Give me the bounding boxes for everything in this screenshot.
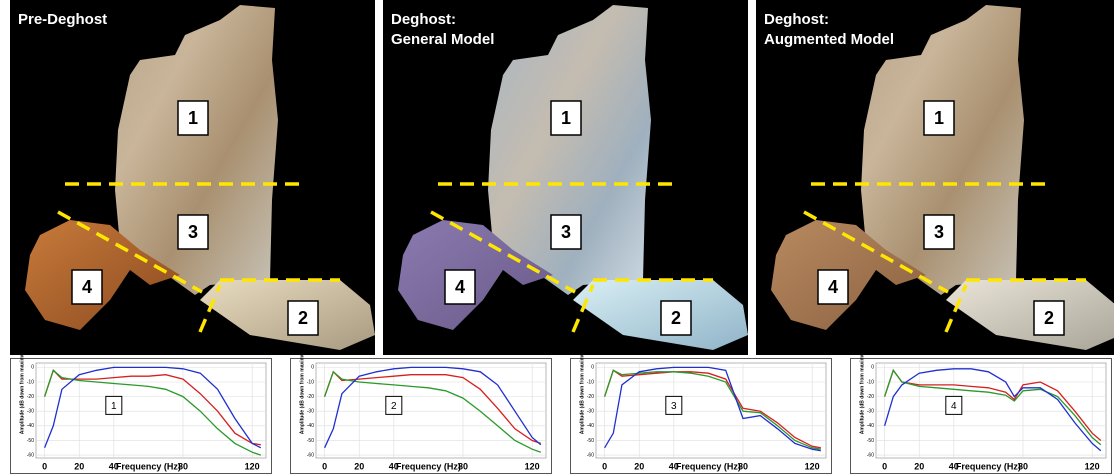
y-tick-label: -60: [587, 452, 594, 458]
y-tick-label: 0: [31, 365, 34, 371]
y-tick-label: -50: [587, 438, 594, 444]
y-tick-label: -20: [27, 394, 34, 400]
y-tick-label: -20: [587, 394, 594, 400]
map-panel: Deghost: General Model 1 3 4 2: [383, 0, 748, 355]
x-axis-label: Frequency (Hz): [116, 461, 181, 471]
y-tick-label: -60: [307, 452, 314, 458]
y-axis-label: Amplitude (dB down from maximum): [859, 346, 865, 434]
y-tick-label: -20: [867, 394, 874, 400]
x-axis-label: Frequency (Hz): [396, 461, 461, 471]
x-tick-label: 120: [1085, 461, 1100, 471]
x-axis-label: Frequency (Hz): [956, 461, 1021, 471]
y-axis-label: Amplitude (dB down from maximum): [299, 346, 305, 434]
spectrum-chart: 0-10-20-30-40-50-600204080120Frequency (…: [11, 346, 272, 473]
y-tick-label: -40: [587, 423, 594, 429]
y-tick-label: -40: [307, 423, 314, 429]
x-tick-label: 120: [805, 461, 820, 471]
x-tick-label: 20: [914, 461, 924, 471]
x-tick-label: 120: [245, 461, 260, 471]
region-label: 4: [455, 277, 465, 297]
plot-area: [36, 363, 266, 458]
y-axis-label: Amplitude (dB down from maximum): [19, 346, 25, 434]
y-tick-label: -60: [867, 452, 874, 458]
x-tick-label: 20: [354, 461, 364, 471]
x-axis-label: Frequency (Hz): [676, 461, 741, 471]
panel-title: Augmented Model: [764, 31, 894, 48]
x-tick-label: 0: [602, 461, 607, 471]
x-tick-label: 20: [74, 461, 84, 471]
region-label: 2: [1044, 308, 1054, 328]
panel-title: Deghost:: [764, 11, 829, 28]
x-tick-label: 20: [634, 461, 644, 471]
y-tick-label: -10: [307, 379, 314, 385]
region-label: 2: [298, 308, 308, 328]
panel-title: General Model: [391, 31, 494, 48]
y-tick-label: -60: [27, 452, 34, 458]
region-label: 3: [934, 222, 944, 242]
annotation: 3: [671, 401, 677, 412]
plot-area: [316, 363, 546, 458]
annotation: 2: [391, 401, 397, 412]
plot-area: [876, 363, 1106, 458]
panel-title: Deghost:: [391, 11, 456, 28]
y-tick-label: -20: [307, 394, 314, 400]
y-tick-label: -50: [867, 438, 874, 444]
x-tick-label: 0: [322, 461, 327, 471]
y-tick-label: -10: [587, 379, 594, 385]
y-axis-label: Amplitude (dB down from maximum): [579, 346, 585, 434]
y-tick-label: -40: [867, 423, 874, 429]
y-tick-label: 0: [311, 365, 314, 371]
y-tick-label: -50: [27, 438, 34, 444]
y-tick-label: -30: [27, 409, 34, 415]
x-tick-label: 0: [42, 461, 47, 471]
map-panel: Pre-Deghost 1 3 4 2: [10, 0, 375, 355]
y-tick-label: -30: [587, 409, 594, 415]
annotation: 4: [951, 401, 957, 412]
y-tick-label: -10: [27, 379, 34, 385]
map-panel: Deghost: Augmented Model 1 3 4 2: [756, 0, 1114, 355]
y-tick-label: 0: [591, 365, 594, 371]
x-tick-label: 0: [882, 461, 887, 471]
region-label: 4: [828, 277, 838, 297]
region-label: 2: [671, 308, 681, 328]
region-label: 3: [561, 222, 571, 242]
x-tick-label: 120: [525, 461, 540, 471]
panel-title: Pre-Deghost: [18, 11, 107, 28]
region-label: 1: [561, 108, 571, 128]
annotation: 1: [111, 401, 117, 412]
y-tick-label: -10: [867, 379, 874, 385]
y-tick-label: 0: [871, 365, 874, 371]
figure: Pre-Deghost 1 3 4 2 Deghost: General Model 1 3 4 2…: [0, 0, 1114, 475]
y-tick-label: -30: [307, 409, 314, 415]
y-tick-label: -30: [867, 409, 874, 415]
y-tick-label: -40: [27, 423, 34, 429]
y-tick-label: -50: [307, 438, 314, 444]
region-label: 3: [188, 222, 198, 242]
region-label: 1: [188, 108, 198, 128]
region-label: 4: [82, 277, 92, 297]
region-label: 1: [934, 108, 944, 128]
